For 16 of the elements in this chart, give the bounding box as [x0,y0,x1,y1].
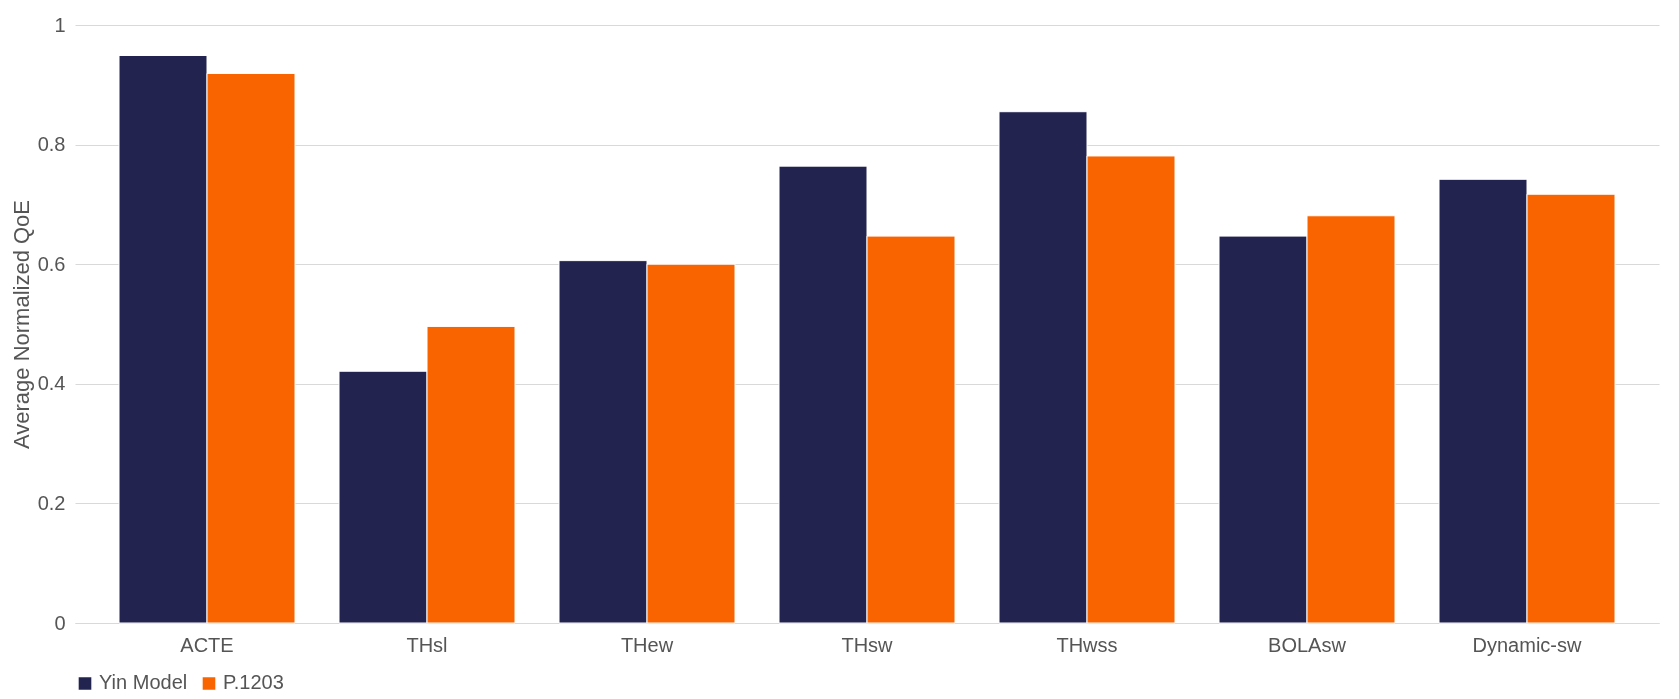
y-tick-label: 1 [54,13,66,36]
y-tick-label: 0.4 [37,372,66,395]
x-tick-label: THwss [1056,633,1118,656]
y-axis-title: Average Normalized QoE [8,199,34,450]
y-tick-label: 0.8 [37,133,66,156]
x-tick-label: THsl [406,633,448,656]
y-tick-label: 0 [54,611,66,634]
x-tick-label: THew [620,633,674,656]
x-tick-label: BOLAsw [1268,633,1347,656]
legend-label: P.1203 [223,671,284,694]
y-tick-label: 0.2 [37,491,66,514]
x-tick-label: Dynamic-sw [1472,633,1582,656]
x-tick-label: THsw [841,633,894,656]
y-tick-label: 0.6 [37,252,66,275]
x-tick-label: ACTE [180,633,234,656]
legend-label: Yin Model [99,671,188,694]
